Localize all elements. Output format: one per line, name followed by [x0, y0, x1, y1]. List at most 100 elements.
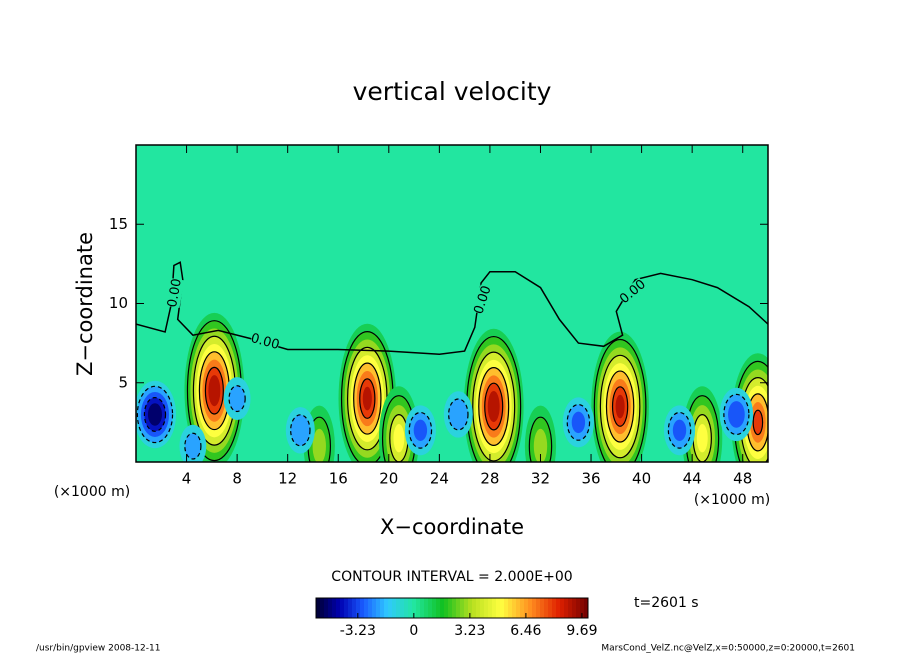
contour-label-bg [472, 284, 494, 316]
colorbar-bin [476, 598, 481, 618]
colorbar-bin [388, 598, 393, 618]
x-tick-label: 20 [379, 470, 398, 488]
colorbar-bin [368, 598, 373, 618]
contour-band [393, 424, 405, 453]
colorbar-bin [352, 598, 357, 618]
x-tick-label: 40 [632, 470, 651, 488]
colorbar-bin [444, 598, 449, 618]
chart-title: vertical velocity [353, 77, 552, 106]
colorbar-bin [320, 598, 325, 618]
contour-band [571, 411, 586, 434]
colorbar-bin [400, 598, 405, 618]
updraft-cell [591, 331, 649, 462]
colorbar-tick-label: 0 [409, 623, 418, 639]
downdraft-cell [443, 391, 473, 438]
colorbar-bin [420, 598, 425, 618]
colorbar-frame [315, 597, 589, 619]
colorbar-bin [488, 598, 493, 618]
colorbar-bin [468, 598, 473, 618]
updraft-cell [378, 386, 419, 462]
contour-label: 0.00 [249, 331, 281, 353]
colorbar-bin [424, 598, 429, 618]
contour-band [696, 424, 708, 453]
x-tick-label: 8 [232, 470, 242, 488]
x-unit-label: (×1000 m) [694, 492, 770, 508]
contour-band [312, 428, 326, 462]
colorbar-bin [384, 598, 389, 618]
colorbar-bin [376, 598, 381, 618]
downdraft-cell [404, 405, 436, 456]
colorbar-bin [372, 598, 377, 618]
colorbar-tick-label: -3.23 [340, 623, 376, 639]
colorbar-bin [504, 598, 509, 618]
colorbar-bin [560, 598, 565, 618]
updraft-cell [463, 328, 524, 462]
colorbar-bin [480, 598, 485, 618]
updraft-cell [524, 405, 557, 462]
y-tick-label: 10 [109, 294, 128, 312]
contour-band [615, 394, 625, 419]
colorbar-bin [492, 598, 497, 618]
updraft-cell [303, 405, 335, 462]
colorbar-bin [548, 598, 553, 618]
colorbar-bin [544, 598, 549, 618]
colorbar-bin [532, 598, 537, 618]
x-tick-label: 32 [531, 470, 550, 488]
contour-band [533, 428, 548, 462]
colorbar-bin [356, 598, 361, 618]
footer-left: /usr/bin/gpview 2008-12-11 [36, 644, 160, 654]
downdraft-cell [223, 377, 251, 421]
downdraft-cell [179, 424, 207, 462]
contour-label: 0.00 [165, 277, 185, 308]
colorbar-bin [332, 598, 337, 618]
colorbar-bin [584, 598, 589, 618]
colorbar-bin [464, 598, 469, 618]
x-tick-label: 36 [581, 470, 600, 488]
contour-label-bg [249, 331, 281, 353]
contour-band [487, 390, 500, 423]
colorbar-bin [540, 598, 545, 618]
colorbar-bin [528, 598, 533, 618]
contour-band [228, 385, 246, 413]
colorbar-bin [496, 598, 501, 618]
colorbar-tick-label: 9.69 [566, 623, 597, 639]
downdraft-cell [663, 405, 696, 456]
colorbar-bin [472, 598, 477, 618]
y-tick-label: 5 [118, 373, 128, 391]
colorbar-tick-label: 6.46 [510, 623, 541, 639]
x-tick-label: 28 [480, 470, 499, 488]
colorbar-bin [512, 598, 517, 618]
x-axis-label: X−coordinate [380, 515, 524, 539]
colorbar-bin [452, 598, 457, 618]
colorbar-bin [328, 598, 333, 618]
y-axis-label: Z−coordinate [73, 232, 97, 376]
colorbar-bin [576, 598, 581, 618]
colorbar-bin [524, 598, 529, 618]
contour-band [184, 432, 202, 460]
x-unit-label: (×1000 m) [54, 484, 130, 500]
contour-band [728, 401, 745, 428]
colorbar-bin [484, 598, 489, 618]
downdraft-cell [136, 380, 177, 449]
colorbar-bin [460, 598, 465, 618]
colorbar-bin [516, 598, 521, 618]
colorbar-bin [520, 598, 525, 618]
contour-label-bg [617, 277, 649, 307]
colorbar-bin [428, 598, 433, 618]
contour-band [208, 375, 221, 407]
x-tick-label: 48 [733, 470, 752, 488]
colorbar-bin [392, 598, 397, 618]
colorbar-bin [364, 598, 369, 618]
contour-band [672, 419, 687, 441]
colorbar-bin [412, 598, 417, 618]
contour-label-bg [165, 277, 185, 309]
contour-band [147, 403, 162, 426]
colorbar-bin [568, 598, 573, 618]
colorbar-bin [440, 598, 445, 618]
plot-field: 0.000.000.00 0.00 [136, 261, 768, 462]
colorbar-bin [316, 598, 321, 618]
x-tick-label: 16 [329, 470, 348, 488]
colorbar-bin [448, 598, 453, 618]
colorbar-bin [416, 598, 421, 618]
contour-band [413, 419, 428, 441]
